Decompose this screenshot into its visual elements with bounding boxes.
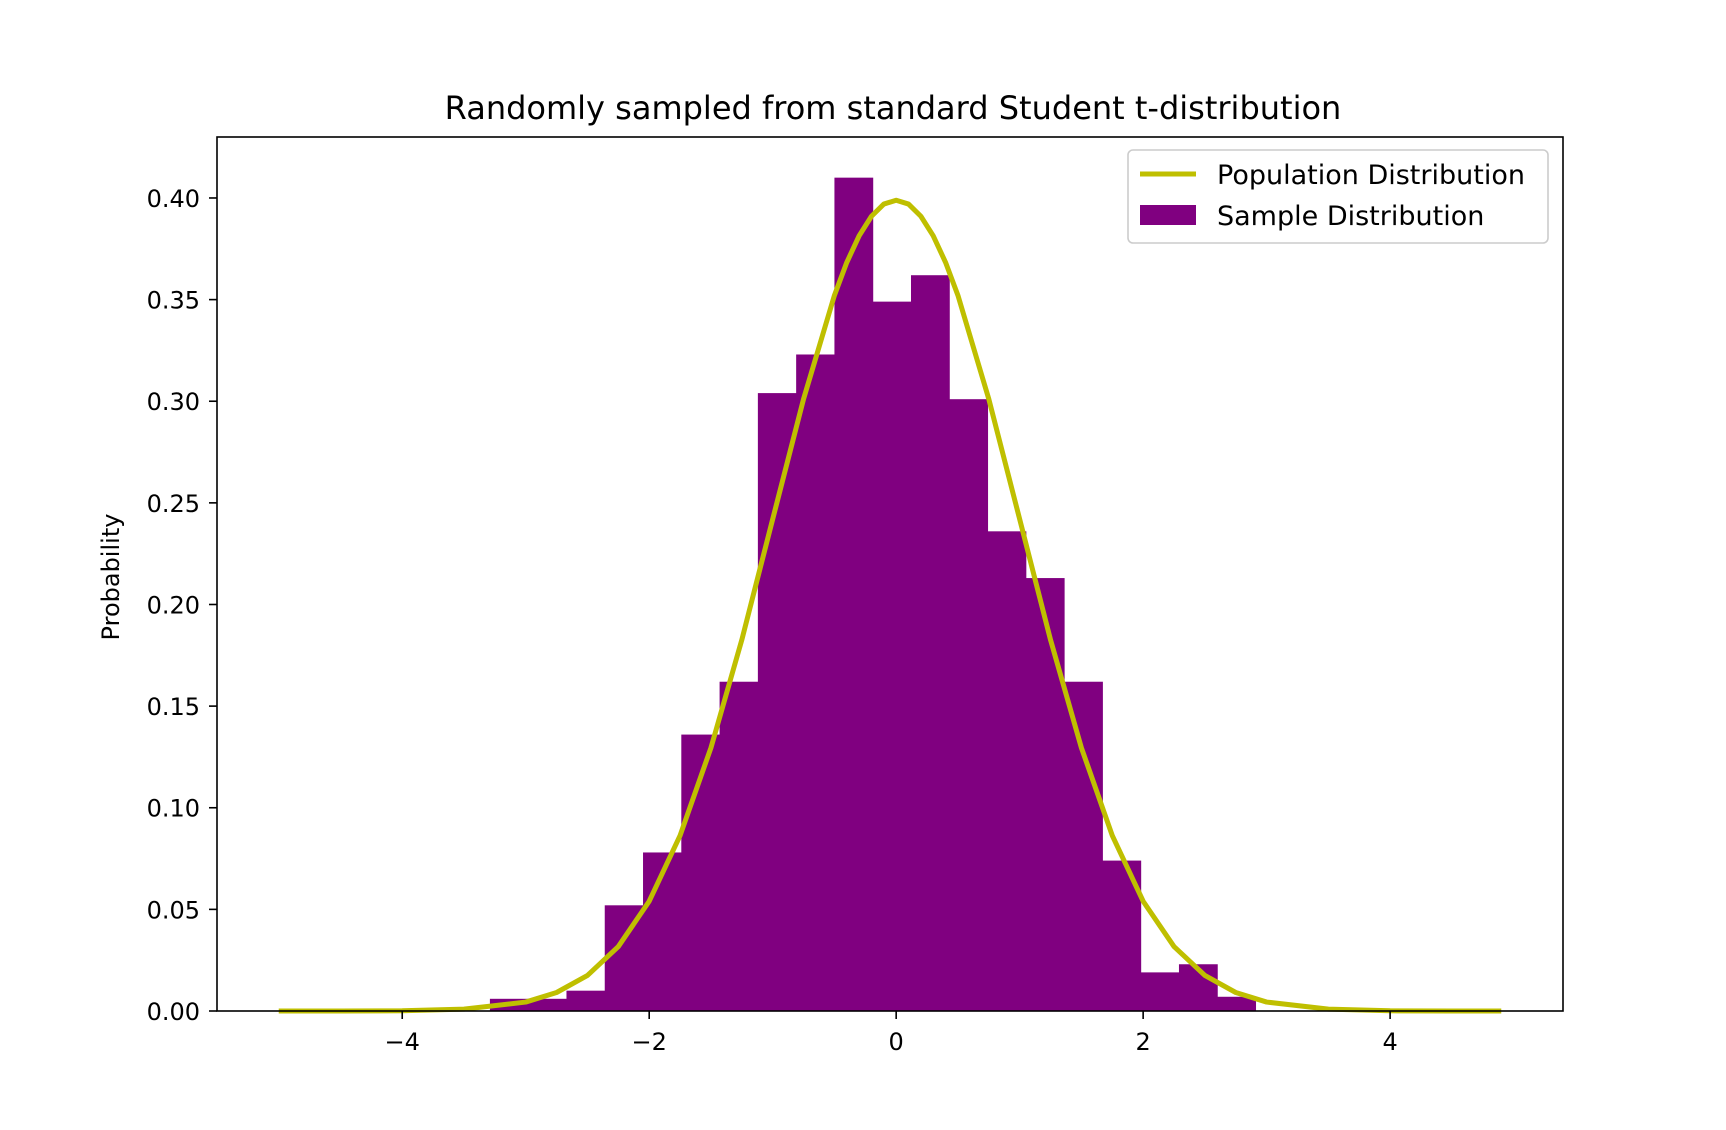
histogram-bar-1 (528, 998, 567, 1011)
x-tick-label: −2 (632, 1028, 667, 1056)
histogram-bar-17 (1140, 972, 1180, 1011)
y-tick-label: 0.20 (147, 591, 200, 619)
x-axis-ticks: −4 −2 0 2 4 (385, 1011, 1398, 1056)
y-axis-ticks: 0.00 0.05 0.10 0.15 0.20 0.25 0.30 0.35 0.40 (147, 185, 217, 1026)
x-tick-label: 0 (889, 1028, 904, 1056)
histogram-bar-6 (719, 681, 759, 1011)
chart-title: Randomly sampled from standard Student t… (445, 89, 1342, 127)
histogram-bar-13 (987, 531, 1027, 1011)
population-distribution-line (278, 197, 1502, 1014)
histogram-bar-14 (1025, 578, 1065, 1011)
y-axis-label: Probability (97, 514, 125, 641)
population-curve-layer (278, 197, 1502, 1014)
legend-patch-swatch (1140, 205, 1196, 225)
histogram-bar-8 (796, 354, 835, 1011)
histogram-bar-10 (872, 301, 912, 1011)
histogram-bar-9 (834, 177, 874, 1011)
legend-label-sample: Sample Distribution (1217, 201, 1484, 232)
x-tick-label: 2 (1136, 1028, 1151, 1056)
y-tick-label: 0.25 (147, 490, 200, 518)
x-tick-label: 4 (1382, 1028, 1397, 1056)
histogram-bar-2 (566, 990, 606, 1011)
histogram-bar-19 (1217, 996, 1257, 1011)
histogram-bar-11 (910, 275, 950, 1011)
legend: Population Distribution Sample Distribut… (1127, 149, 1549, 244)
histogram-bar-15 (1064, 681, 1103, 1011)
histogram-bar-12 (949, 399, 989, 1011)
legend-box (1127, 149, 1549, 244)
plot-frame (216, 136, 1564, 1012)
x-tick-label: −4 (385, 1028, 420, 1056)
legend-label-population: Population Distribution (1217, 160, 1525, 191)
y-tick-label: 0.30 (147, 388, 200, 416)
y-tick-label: 0.40 (147, 185, 200, 213)
histogram-bar-7 (757, 393, 797, 1012)
y-tick-label: 0.15 (147, 693, 200, 721)
y-tick-label: 0.05 (147, 896, 200, 924)
y-tick-label: 0.00 (147, 998, 200, 1026)
histogram-bars (489, 177, 1257, 1012)
y-tick-label: 0.10 (147, 795, 200, 823)
y-tick-label: 0.35 (147, 287, 200, 315)
